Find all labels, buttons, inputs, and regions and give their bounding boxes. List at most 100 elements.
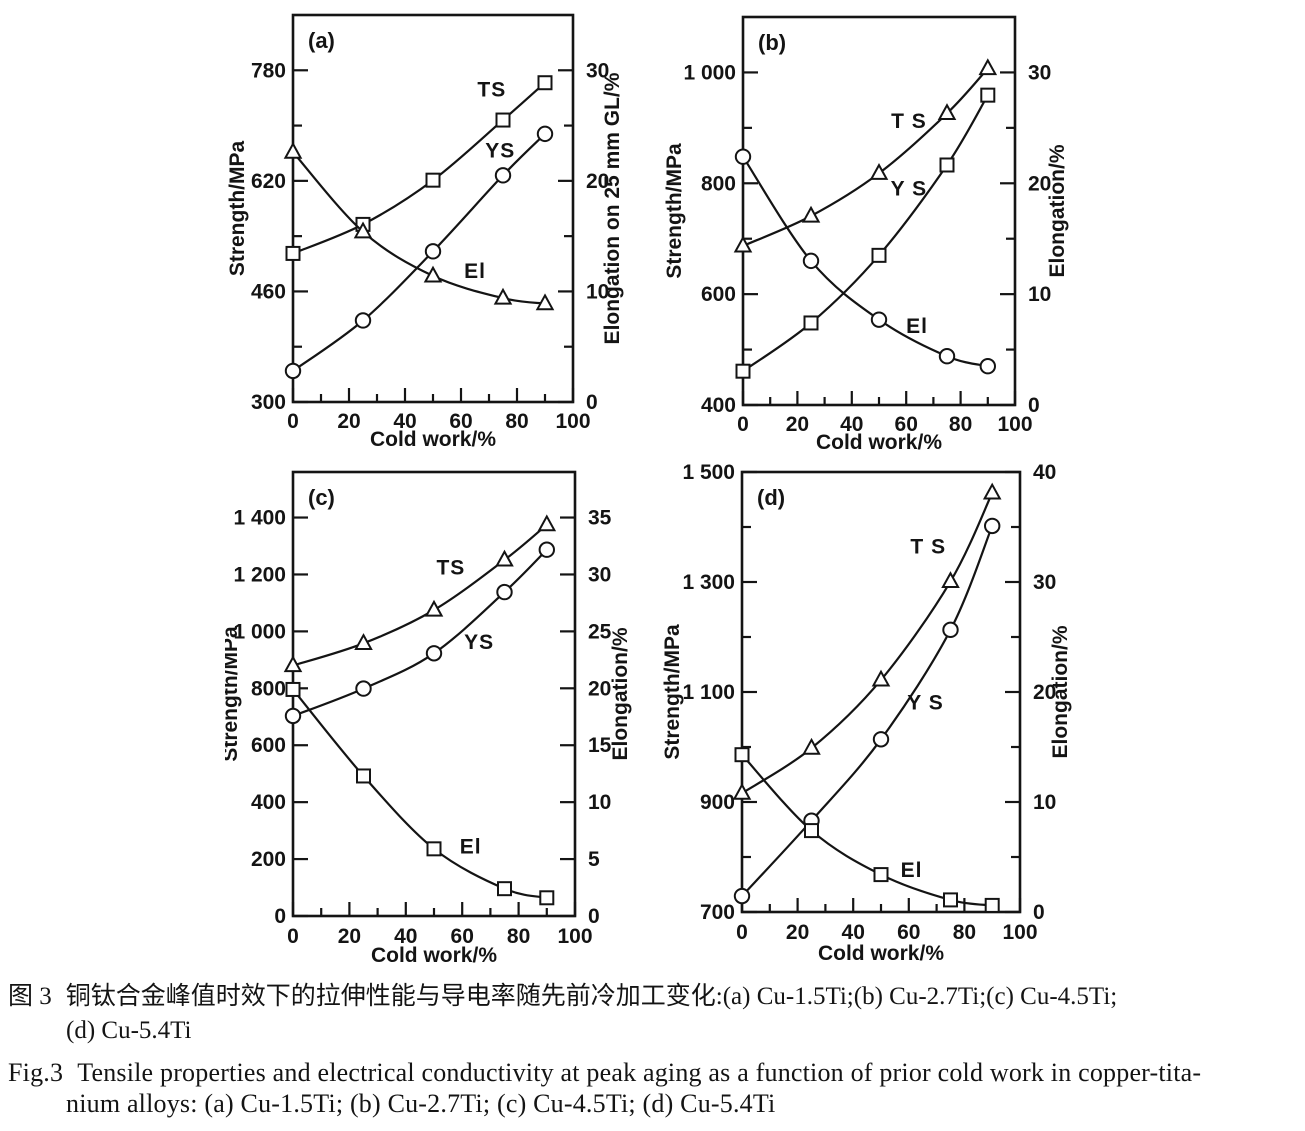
svg-text:700: 700 bbox=[700, 901, 735, 924]
svg-text:10: 10 bbox=[588, 791, 611, 814]
svg-text:0: 0 bbox=[737, 413, 749, 436]
svg-text:0: 0 bbox=[1033, 901, 1045, 924]
chart-panel-a: 0 20 40 60 80 100 Cold work/% 300 460 620 780 Stren… bbox=[225, 0, 675, 455]
svg-text:80: 80 bbox=[953, 921, 976, 944]
series-El: El bbox=[285, 681, 555, 906]
svg-text:60: 60 bbox=[451, 925, 474, 948]
svg-text:30: 30 bbox=[1028, 61, 1051, 84]
series-TS-marker bbox=[982, 482, 1002, 500]
x-axis: 0 20 40 60 80 100 Cold work/% bbox=[287, 388, 591, 451]
svg-text:80: 80 bbox=[505, 410, 528, 433]
series-YS-marker bbox=[803, 315, 819, 331]
series-TS-line bbox=[741, 492, 994, 795]
series-YS-marker bbox=[284, 362, 302, 380]
series-El-line bbox=[292, 151, 546, 305]
series-TS: TS bbox=[285, 75, 553, 261]
series-El-marker bbox=[804, 823, 819, 839]
svg-text:40: 40 bbox=[393, 410, 416, 433]
x-axis-title: Cold work/% bbox=[816, 431, 942, 454]
svg-text:600: 600 bbox=[251, 734, 286, 757]
series-YS-marker bbox=[984, 517, 1001, 535]
caption-en-line-2: nium alloys: (a) Cu-1.5Ti; (b) Cu-2.7Ti;… bbox=[8, 1088, 1300, 1119]
caption-zh-text-2: (d) Cu-5.4Ti bbox=[66, 1017, 192, 1044]
chart-panel-d: 0 20 40 60 80 100 Cold work/% 700 900 1 100 1 300 1… bbox=[655, 455, 1105, 970]
series-El-label: El bbox=[464, 260, 486, 283]
series-El-label: El bbox=[906, 315, 928, 338]
plot-border bbox=[741, 15, 1017, 407]
svg-text:100: 100 bbox=[1002, 921, 1037, 944]
x-axis: 0 20 40 60 80 100 Cold work/% bbox=[737, 391, 1033, 454]
svg-text:15: 15 bbox=[588, 734, 612, 757]
svg-text:20: 20 bbox=[1033, 681, 1056, 704]
series-El-marker bbox=[734, 148, 752, 165]
left-axis-title: Strength/MPa bbox=[226, 141, 249, 277]
left-axis: 0 200 400 600 800 1 000 1 200 1 400 Strength/MPa bbox=[219, 507, 308, 928]
right-axis: 0 10 20 30 40 Elongation/% bbox=[1005, 461, 1072, 924]
svg-text:600: 600 bbox=[701, 283, 736, 306]
series-El-marker bbox=[943, 892, 958, 908]
svg-text:60: 60 bbox=[895, 413, 918, 436]
svg-text:10: 10 bbox=[1033, 791, 1056, 814]
series-El-marker bbox=[423, 265, 443, 283]
svg-text:60: 60 bbox=[897, 921, 920, 944]
svg-text:800: 800 bbox=[251, 677, 286, 700]
svg-text:40: 40 bbox=[394, 925, 417, 948]
series-El-marker bbox=[535, 293, 555, 311]
series-TS: T S bbox=[733, 58, 998, 253]
series-TS-label: TS bbox=[436, 556, 465, 579]
series-El-marker bbox=[493, 287, 513, 305]
svg-text:1 300: 1 300 bbox=[682, 571, 735, 594]
svg-text:620: 620 bbox=[251, 170, 286, 193]
series-El-marker bbox=[873, 867, 889, 883]
series-YS-marker bbox=[536, 125, 554, 143]
series-El-marker bbox=[984, 897, 1000, 913]
svg-text:400: 400 bbox=[701, 394, 736, 417]
svg-text:40: 40 bbox=[1033, 461, 1056, 484]
right-axis-title: Elongation/% bbox=[609, 627, 632, 760]
left-axis-title: Strength/MPa bbox=[663, 143, 686, 279]
left-axis-title: Strength/MPa bbox=[661, 624, 684, 760]
svg-text:40: 40 bbox=[842, 921, 865, 944]
svg-text:20: 20 bbox=[1028, 172, 1051, 195]
svg-text:100: 100 bbox=[997, 413, 1032, 436]
svg-text:460: 460 bbox=[251, 280, 286, 303]
series-YS-line bbox=[742, 94, 989, 373]
series-YS: Y S bbox=[735, 87, 996, 379]
series-TS: TS bbox=[283, 514, 557, 673]
svg-text:30: 30 bbox=[586, 59, 609, 82]
left-axis: 700 900 1 100 1 300 1 500 Strength/MPa bbox=[661, 461, 757, 924]
series-TS-marker bbox=[537, 514, 557, 532]
panel-label: (a) bbox=[308, 28, 335, 53]
series-TS-marker bbox=[732, 782, 752, 800]
svg-text:0: 0 bbox=[274, 905, 286, 928]
svg-text:0: 0 bbox=[287, 925, 299, 948]
svg-text:20: 20 bbox=[588, 677, 611, 700]
series-YS-marker bbox=[425, 645, 443, 662]
x-axis: 0 20 40 60 80 100 Cold work/% bbox=[736, 898, 1038, 965]
right-axis-title: Elongation/% bbox=[1046, 144, 1069, 277]
chart-panel-c: 0 20 40 60 80 100 Cold work/% 0 200 400 600 800 1 00… bbox=[219, 455, 675, 970]
caption-zh-line-2: (d) Cu-5.4Ti bbox=[8, 1014, 1300, 1048]
svg-text:1 400: 1 400 bbox=[233, 507, 286, 530]
svg-text:80: 80 bbox=[949, 413, 972, 436]
svg-text:780: 780 bbox=[251, 59, 286, 82]
series-El-marker bbox=[353, 221, 373, 239]
series-TS-marker bbox=[354, 633, 373, 650]
right-axis-title: Elongation on 25 mm GL/% bbox=[601, 72, 624, 344]
series-YS-marker bbox=[939, 157, 955, 173]
series-TS-label: TS bbox=[477, 79, 506, 102]
series-YS-marker bbox=[424, 243, 442, 260]
series-YS-marker bbox=[538, 541, 555, 558]
panel-label: (c) bbox=[308, 485, 335, 510]
svg-text:1 100: 1 100 bbox=[682, 681, 735, 704]
left-axis: 300 460 620 780 Strength/MPa bbox=[226, 59, 308, 414]
series-YS-marker bbox=[871, 247, 887, 263]
svg-text:0: 0 bbox=[586, 391, 598, 414]
svg-text:20: 20 bbox=[786, 921, 809, 944]
series-YS-label: YS bbox=[485, 139, 515, 162]
series-YS-label: Y S bbox=[907, 692, 943, 715]
series-YS-marker bbox=[354, 312, 372, 329]
series-YS-marker bbox=[733, 887, 751, 905]
series-TS-line bbox=[292, 81, 546, 255]
